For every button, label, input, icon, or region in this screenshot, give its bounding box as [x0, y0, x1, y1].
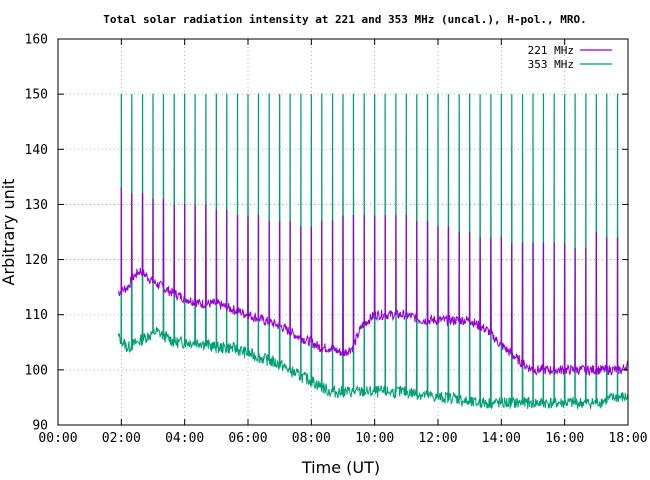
y-tick-label: 120: [25, 253, 48, 268]
plot-series: [117, 93, 629, 410]
y-tick-label: 130: [25, 198, 48, 213]
y-tick-label: 150: [25, 88, 48, 103]
x-tick-label: 16:00: [545, 431, 584, 446]
x-axis-label: Time (UT): [301, 458, 380, 477]
legend-label-353: 353 MHz: [528, 58, 574, 71]
x-tick-label: 06:00: [228, 431, 267, 446]
legend-label-221: 221 MHz: [528, 44, 574, 57]
y-tick-label: 160: [25, 33, 48, 48]
plot-frame: [57, 38, 629, 426]
y-tick-label: 110: [25, 308, 48, 323]
series-353mhz-line: [117, 93, 629, 410]
x-tick-label: 10:00: [355, 431, 394, 446]
y-tick-label: 140: [25, 143, 48, 158]
y-tick-label: 100: [25, 363, 48, 378]
x-tick-label: 12:00: [418, 431, 457, 446]
y-tick-label: 90: [32, 419, 48, 434]
axis-ticks: 00:00 02:00 04:00 06:00 08:00 10:00 12:00 14:00…: [25, 33, 648, 447]
x-tick-label: 18:00: [608, 431, 647, 446]
legend: 221 MHz 353 MHz: [528, 44, 612, 71]
x-tick-label: 02:00: [102, 431, 141, 446]
x-tick-label: 08:00: [292, 431, 331, 446]
x-tick-label: 00:00: [38, 431, 77, 446]
chart-title: Total solar radiation intensity at 221 a…: [103, 13, 586, 26]
x-tick-label: 14:00: [482, 431, 521, 446]
series-221mhz-line: [117, 187, 629, 377]
x-tick-label: 04:00: [165, 431, 204, 446]
y-axis-label: Arbitrary unit: [0, 179, 18, 286]
